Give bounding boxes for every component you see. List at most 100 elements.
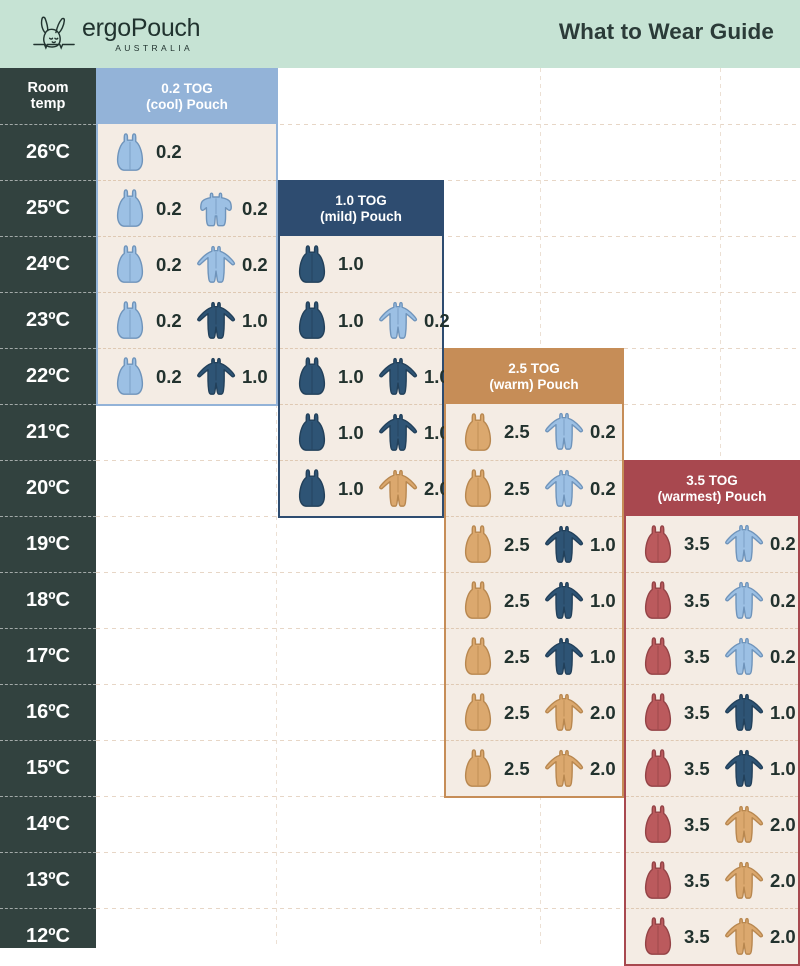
grid-vline — [276, 68, 277, 948]
tog-row[interactable]: 2.5 2.0 — [446, 740, 652, 796]
tog-row[interactable]: 3.5 0.2 — [626, 516, 798, 572]
garment-item: 1.0 — [542, 581, 628, 621]
tog-row[interactable]: 1.0 1.0 — [280, 348, 450, 404]
tog-row[interactable]: 3.5 1.0 — [626, 684, 798, 740]
garment-item: 0.2 — [194, 245, 280, 285]
tog-row[interactable]: 0.2 0.2 — [98, 236, 276, 292]
tog-row[interactable]: 0.2 1.0 — [98, 292, 276, 348]
tog-column-tog-2-5[interactable]: 2.5 TOG (warm) Pouch 2.5 0.2 2.5 0.2 2.5 … — [444, 348, 652, 798]
sleeping-bag-icon — [290, 300, 334, 341]
sleeping-bag-icon — [290, 244, 334, 285]
long-sleeve-suit-icon — [194, 301, 238, 341]
tog-row[interactable]: 1.0 1.0 — [280, 404, 486, 460]
tog-value-label: 3.5 — [684, 589, 710, 611]
sleeping-bag-icon — [456, 468, 500, 509]
garment-item: 0.2 — [108, 188, 194, 229]
tog-header-line1: 1.0 TOG — [335, 192, 387, 208]
tog-row[interactable]: 3.5 0.2 — [626, 572, 798, 628]
short-sleeve-suit-icon — [194, 189, 238, 229]
room-temp-header-line2: temp — [30, 96, 66, 112]
long-sleeve-suit-icon — [545, 581, 584, 619]
long-sleeve-suit-icon — [194, 357, 238, 397]
sleeping-bag-icon — [298, 413, 326, 451]
sleeping-bag-icon — [456, 692, 500, 733]
sleeping-bag-icon — [298, 301, 326, 339]
sleeping-bag-icon — [636, 636, 680, 677]
room-temp-cell: 13ºC — [0, 852, 96, 908]
tog-column-tog-1-0[interactable]: 1.0 TOG (mild) Pouch 1.0 1.0 0.2 1.0 1.0 … — [278, 180, 486, 518]
sleeping-bag-icon — [636, 804, 680, 845]
room-temp-cell: 25ºC — [0, 180, 96, 236]
tog-row[interactable]: 2.5 0.2 — [446, 404, 622, 460]
tog-value-label: 0.2 — [590, 477, 616, 499]
tog-row[interactable]: 1.0 2.0 — [280, 460, 450, 516]
garment-item: 2.5 — [456, 692, 542, 733]
long-sleeve-suit-icon — [722, 749, 766, 789]
sleeping-bag-icon — [644, 693, 672, 731]
tog-row[interactable]: 0.2 1.0 — [98, 348, 304, 404]
tog-row[interactable]: 2.5 1.0 — [446, 516, 622, 572]
sleeping-bag-icon — [290, 468, 334, 509]
garment-item: 3.5 — [636, 692, 722, 733]
room-temp-cell: 24ºC — [0, 236, 96, 292]
brand-name: ergoPouch — [82, 13, 201, 42]
tog-row[interactable]: 3.5 2.0 — [626, 796, 798, 852]
tog-header-line1: 3.5 TOG — [686, 472, 738, 488]
tog-value-label: 1.0 — [424, 421, 450, 443]
tog-row[interactable]: 0.2 — [98, 124, 276, 180]
tog-column-body: 3.5 0.2 3.5 0.2 3.5 0.2 3.5 1.0 3.5 1.0 … — [626, 516, 798, 964]
tog-row[interactable]: 0.2 0.2 — [98, 180, 276, 236]
tog-header-line2: (warm) Pouch — [489, 377, 579, 392]
tog-value-label: 0.2 — [156, 253, 182, 275]
tog-value-label: 1.0 — [338, 365, 364, 387]
long-sleeve-suit-icon — [545, 525, 584, 563]
tog-row[interactable]: 1.0 0.2 — [280, 292, 450, 348]
garment-item: 2.0 — [542, 693, 628, 733]
tog-row[interactable]: 2.5 2.0 — [446, 684, 622, 740]
long-sleeve-suit-icon — [379, 413, 418, 451]
long-sleeve-suit-icon — [725, 805, 764, 843]
garment-item: 0.2 — [542, 469, 628, 509]
sleeping-bag-icon — [636, 524, 680, 565]
tog-row[interactable]: 3.5 0.2 — [626, 628, 798, 684]
garment-item: 2.0 — [722, 861, 800, 901]
garment-item: 1.0 — [290, 468, 376, 509]
tog-value-label: 3.5 — [684, 869, 710, 891]
tog-value-label: 0.2 — [242, 253, 268, 275]
room-temp-header-line1: Room — [27, 80, 69, 96]
tog-column-tog-0-2[interactable]: 0.2 TOG (cool) Pouch 0.2 0.2 0.2 0.2 0.2 … — [96, 68, 304, 406]
tog-value-label: 0.2 — [156, 141, 182, 162]
garment-item: 1.0 — [194, 357, 280, 397]
tog-row[interactable]: 3.5 2.0 — [626, 908, 798, 964]
long-sleeve-suit-icon — [545, 749, 584, 787]
garment-item: 0.2 — [108, 132, 194, 173]
tog-row[interactable]: 2.5 0.2 — [446, 460, 652, 516]
long-sleeve-suit-icon — [376, 357, 420, 397]
long-sleeve-suit-icon — [722, 693, 766, 733]
tog-row[interactable]: 3.5 2.0 — [626, 852, 798, 908]
sleeping-bag-icon — [644, 581, 672, 619]
room-temp-cell: 15ºC — [0, 740, 96, 796]
tog-row[interactable]: 3.5 1.0 — [626, 740, 798, 796]
tog-column-tog-3-5[interactable]: 3.5 TOG (warmest) Pouch 3.5 0.2 3.5 0.2 3… — [624, 460, 800, 966]
grid-hline — [96, 236, 800, 237]
sleeping-bag-icon — [116, 189, 144, 227]
sleeping-bag-icon — [108, 300, 152, 341]
tog-column-header: 3.5 TOG (warmest) Pouch — [626, 462, 798, 516]
garment-item: 3.5 — [636, 580, 722, 621]
tog-value-label: 1.0 — [242, 365, 268, 387]
sleeping-bag-icon — [116, 357, 144, 395]
tog-row[interactable]: 2.5 1.0 — [446, 572, 652, 628]
sleeping-bag-icon — [108, 244, 152, 285]
tog-row[interactable]: 2.5 1.0 — [446, 628, 652, 684]
garment-item: 3.5 — [636, 524, 722, 565]
room-temp-cell: 19ºC — [0, 516, 96, 572]
tog-value-label: 0.2 — [770, 645, 796, 667]
tog-row[interactable]: 1.0 — [280, 236, 442, 292]
long-sleeve-suit-icon — [542, 637, 586, 677]
garment-item: 2.0 — [722, 917, 800, 957]
garment-item: 2.0 — [542, 749, 628, 789]
garment-item: 0.2 — [722, 581, 800, 621]
tog-value-label: 0.2 — [156, 365, 182, 387]
tog-header-line1: 0.2 TOG — [161, 80, 213, 96]
